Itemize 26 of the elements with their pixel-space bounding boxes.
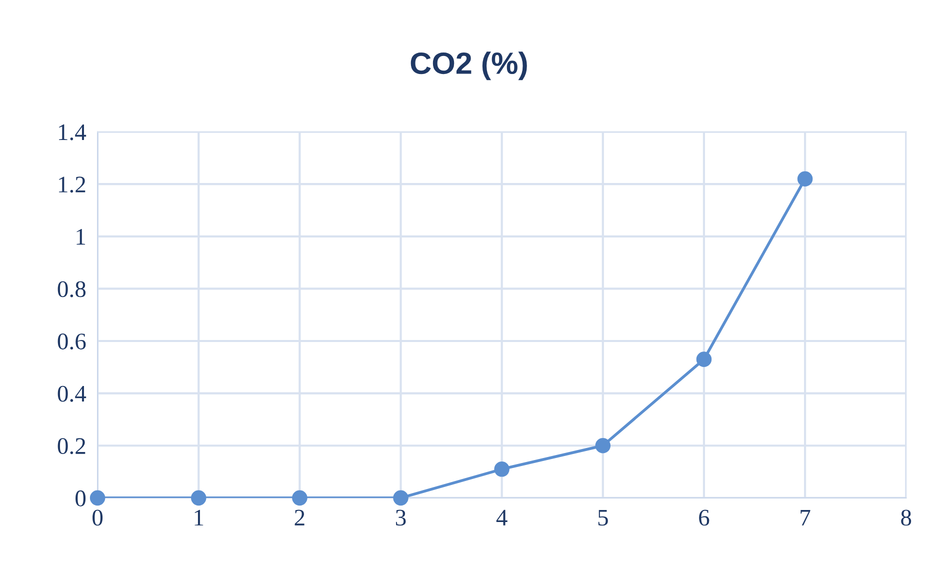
point [696,352,712,367]
x-tick-label: 5 [598,510,608,526]
y-tick-label: 1.2 [59,176,86,193]
point [292,490,308,506]
y-tick-label: 0.4 [58,386,86,402]
x-tick-label: 0 [92,510,103,526]
point [90,490,106,506]
point [190,490,206,506]
x-tick-label: 3 [396,510,406,526]
x-tick-label: 8 [901,510,912,526]
y-tick-label: 1 [76,229,86,245]
point [393,490,408,506]
point [595,438,611,454]
point [797,171,813,187]
x-tick-label: 6 [699,510,710,526]
chart-title: CO2 (%) [410,52,527,80]
x-tick-label: 7 [800,510,810,526]
y-tick-label: 0.6 [58,334,86,350]
x-tick-label: 4 [496,510,508,526]
y-tick-label: 0.2 [58,438,86,454]
x-tick-label: 2 [294,510,304,526]
point [494,462,510,477]
y-tick-label: 0 [76,490,86,506]
x-tick-label: 1 [194,510,204,526]
y-tick-label: 0.8 [58,281,86,298]
y-tick-label: 1.4 [59,124,86,140]
